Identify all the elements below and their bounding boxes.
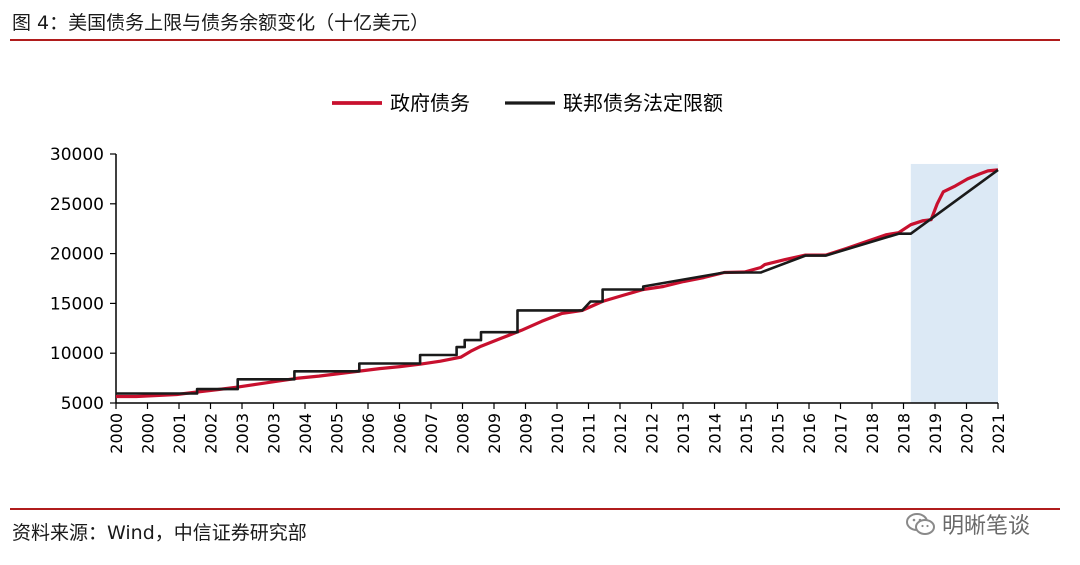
x-tick-label: 2009 <box>517 413 536 454</box>
figure-title: 图 4：美国债务上限与债务余额变化（十亿美元） <box>12 12 430 34</box>
x-tick-label: 2012 <box>643 413 662 454</box>
x-tick-label: 2006 <box>391 413 410 454</box>
source-note: 资料来源：Wind，中信证券研究部 <box>12 522 307 544</box>
x-tick-label: 2000 <box>107 413 126 454</box>
x-tick-label: 2016 <box>800 413 819 454</box>
x-tick-label: 2000 <box>139 413 158 454</box>
y-tick-label: 20000 <box>50 245 104 265</box>
x-tick-label: 2003 <box>233 413 252 454</box>
x-tick-label: 2021 <box>989 413 1008 454</box>
y-tick-label: 30000 <box>50 145 104 165</box>
source-rule <box>10 508 1060 510</box>
x-tick-label: 2002 <box>202 413 221 454</box>
watermark-text: 明晰笔谈 <box>942 514 1031 539</box>
series-line-debt-limit <box>116 168 999 395</box>
x-tick-label: 2018 <box>895 413 914 454</box>
x-tick-label: 2005 <box>328 413 347 454</box>
x-tick-label: 2018 <box>863 413 882 454</box>
x-tick-label: 2019 <box>926 413 945 454</box>
series-line-government-debt <box>116 168 999 399</box>
watermark: 明晰笔谈 <box>906 508 1030 542</box>
x-tick-label: 2015 <box>769 413 788 454</box>
x-tick-label: 2011 <box>580 413 599 454</box>
title-rule <box>10 39 1060 41</box>
x-tick-label: 2012 <box>611 413 630 454</box>
wechat-icon <box>906 512 936 542</box>
x-tick-label: 2017 <box>832 413 851 454</box>
y-tick-label: 25000 <box>50 195 104 215</box>
highlight-band <box>910 163 998 403</box>
y-tick-label: 15000 <box>50 294 104 314</box>
x-tick-label: 2004 <box>296 413 315 454</box>
x-tick-label: 2007 <box>422 413 441 454</box>
y-tick-label: 10000 <box>50 344 104 364</box>
x-tick-label: 2001 <box>170 413 189 454</box>
x-tick-label: 2020 <box>958 413 977 454</box>
legend-government-debt-label: 政府债务 <box>390 91 470 115</box>
x-tick-label: 2014 <box>706 413 725 454</box>
x-tick-label: 2006 <box>359 413 378 454</box>
legend-debt-limit-label: 联邦债务法定限额 <box>563 91 723 115</box>
x-tick-label: 2015 <box>737 413 756 454</box>
y-tick-label: 5000 <box>61 394 104 414</box>
x-tick-label: 2008 <box>454 413 473 454</box>
x-tick-label: 2003 <box>265 413 284 454</box>
x-tick-label: 2010 <box>548 413 567 454</box>
x-tick-label: 2009 <box>485 413 504 454</box>
x-tick-label: 2013 <box>674 413 693 454</box>
